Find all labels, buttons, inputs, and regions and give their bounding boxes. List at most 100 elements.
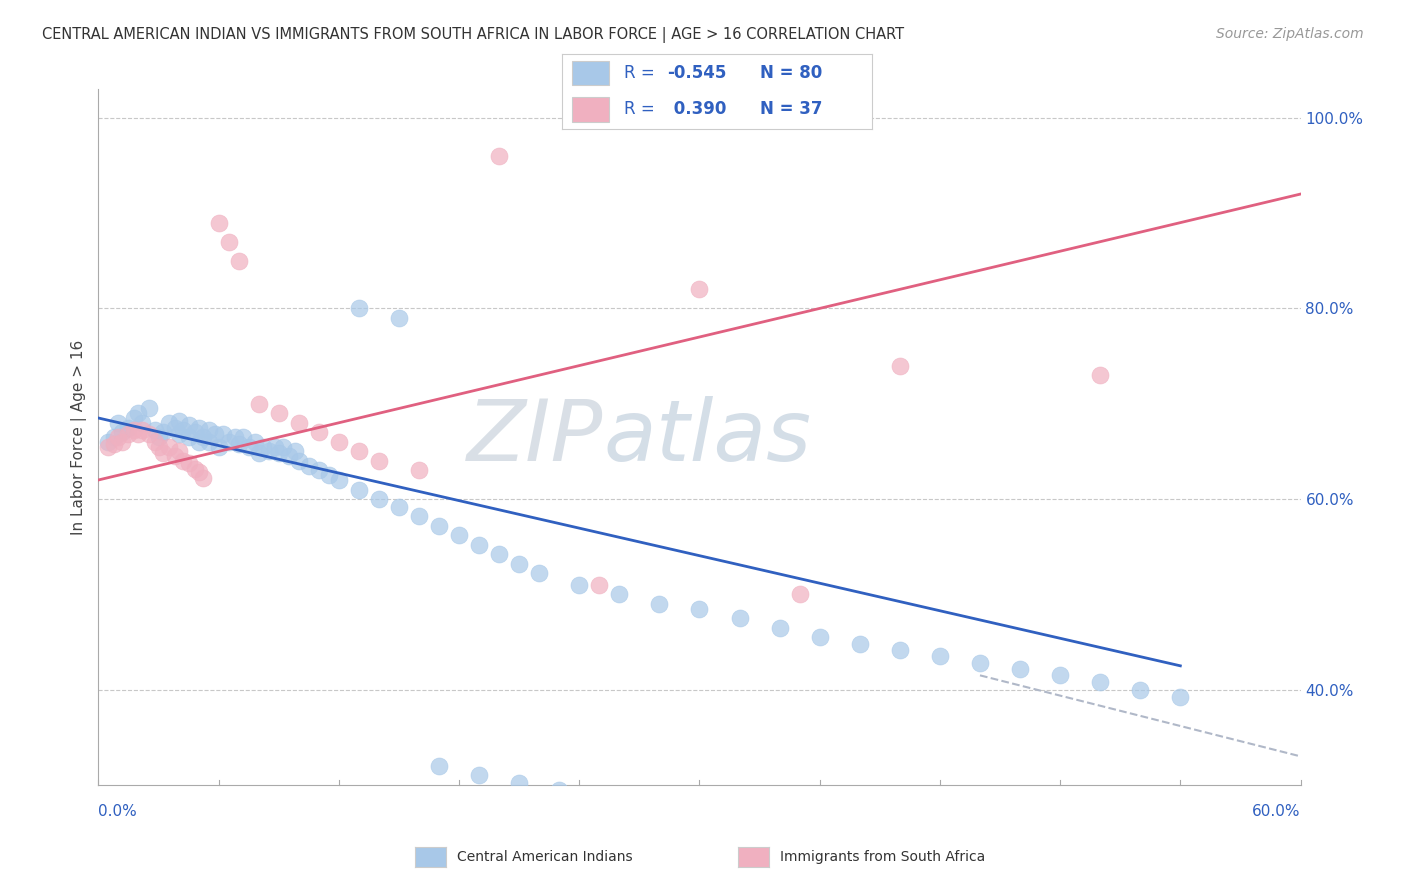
Point (208, 216, 231, 230)
Point (849, 637, 872, 651)
Point (187, 466, 209, 480)
Point (267, 446, 290, 460)
Point (388, 310, 411, 325)
Point (969, 656, 991, 670)
Point (148, 440, 170, 454)
Point (218, 434, 240, 449)
Point (263, 440, 285, 454)
Point (148, 430, 170, 444)
Text: atlas: atlas (603, 395, 811, 479)
Text: N = 37: N = 37 (761, 100, 823, 119)
Point (1129, 682, 1152, 697)
Point (1049, 668, 1071, 682)
Text: CENTRAL AMERICAN INDIAN VS IMMIGRANTS FROM SOUTH AFRICA IN LABOR FORCE | AGE > 1: CENTRAL AMERICAN INDIAN VS IMMIGRANTS FR… (42, 27, 904, 43)
Point (548, 782, 571, 797)
Point (111, 425, 134, 440)
Point (128, 406, 150, 420)
Text: 0.0%: 0.0% (98, 804, 138, 819)
Point (308, 425, 330, 440)
Point (167, 444, 190, 458)
Text: Source: ZipAtlas.com: Source: ZipAtlas.com (1216, 27, 1364, 41)
Point (609, 587, 631, 601)
Point (247, 446, 270, 460)
Point (288, 416, 311, 430)
Point (208, 440, 231, 454)
Point (488, 547, 510, 561)
Point (298, 458, 321, 473)
Point (163, 420, 186, 434)
Point (257, 444, 280, 458)
Point (328, 434, 350, 449)
Point (648, 597, 671, 611)
Point (468, 768, 491, 782)
Point (789, 587, 811, 601)
Point (183, 425, 205, 440)
Point (529, 566, 551, 581)
Point (228, 253, 250, 268)
Point (588, 578, 610, 592)
Point (267, 406, 290, 420)
Point (228, 436, 250, 450)
Text: ZIP: ZIP (467, 395, 603, 479)
Point (508, 557, 530, 571)
Point (247, 397, 270, 411)
Text: R =: R = (624, 64, 661, 82)
Point (347, 444, 370, 458)
Point (157, 440, 180, 454)
Point (211, 427, 233, 442)
Point (177, 456, 200, 470)
Point (218, 235, 240, 249)
Point (1088, 368, 1111, 383)
Point (769, 621, 792, 635)
Point (197, 424, 219, 438)
Point (152, 425, 174, 440)
Point (689, 282, 711, 296)
Point (347, 301, 370, 316)
Point (1170, 690, 1192, 705)
Point (167, 427, 190, 442)
Point (284, 444, 307, 458)
Point (204, 427, 226, 442)
Point (427, 518, 450, 533)
Point (117, 420, 139, 434)
FancyBboxPatch shape (572, 97, 609, 122)
Point (288, 454, 311, 468)
Point (468, 538, 491, 552)
Point (143, 424, 166, 438)
Text: 0.390: 0.390 (668, 100, 725, 119)
Point (368, 491, 391, 506)
Point (328, 473, 350, 487)
Point (172, 424, 194, 438)
Point (508, 776, 530, 790)
Point (388, 500, 411, 514)
Point (157, 416, 180, 430)
Point (252, 440, 274, 454)
Point (97, 440, 120, 454)
Point (103, 430, 125, 444)
Point (138, 427, 160, 442)
Point (488, 149, 510, 163)
Point (131, 424, 153, 438)
Point (183, 461, 205, 475)
Point (243, 434, 266, 449)
Point (107, 416, 129, 430)
Text: N = 80: N = 80 (761, 64, 823, 82)
Point (163, 449, 186, 463)
Point (728, 611, 751, 625)
Point (191, 471, 214, 485)
Point (138, 401, 160, 416)
Point (271, 440, 294, 454)
Point (347, 483, 370, 497)
Point (318, 468, 340, 483)
Point (103, 436, 125, 450)
Point (277, 449, 299, 463)
Point (1010, 662, 1032, 676)
Point (427, 759, 450, 773)
Text: Central American Indians: Central American Indians (457, 850, 633, 864)
Point (124, 411, 146, 425)
Point (408, 509, 430, 524)
FancyBboxPatch shape (572, 62, 609, 86)
Point (689, 601, 711, 615)
Point (124, 424, 146, 438)
Point (143, 434, 166, 449)
